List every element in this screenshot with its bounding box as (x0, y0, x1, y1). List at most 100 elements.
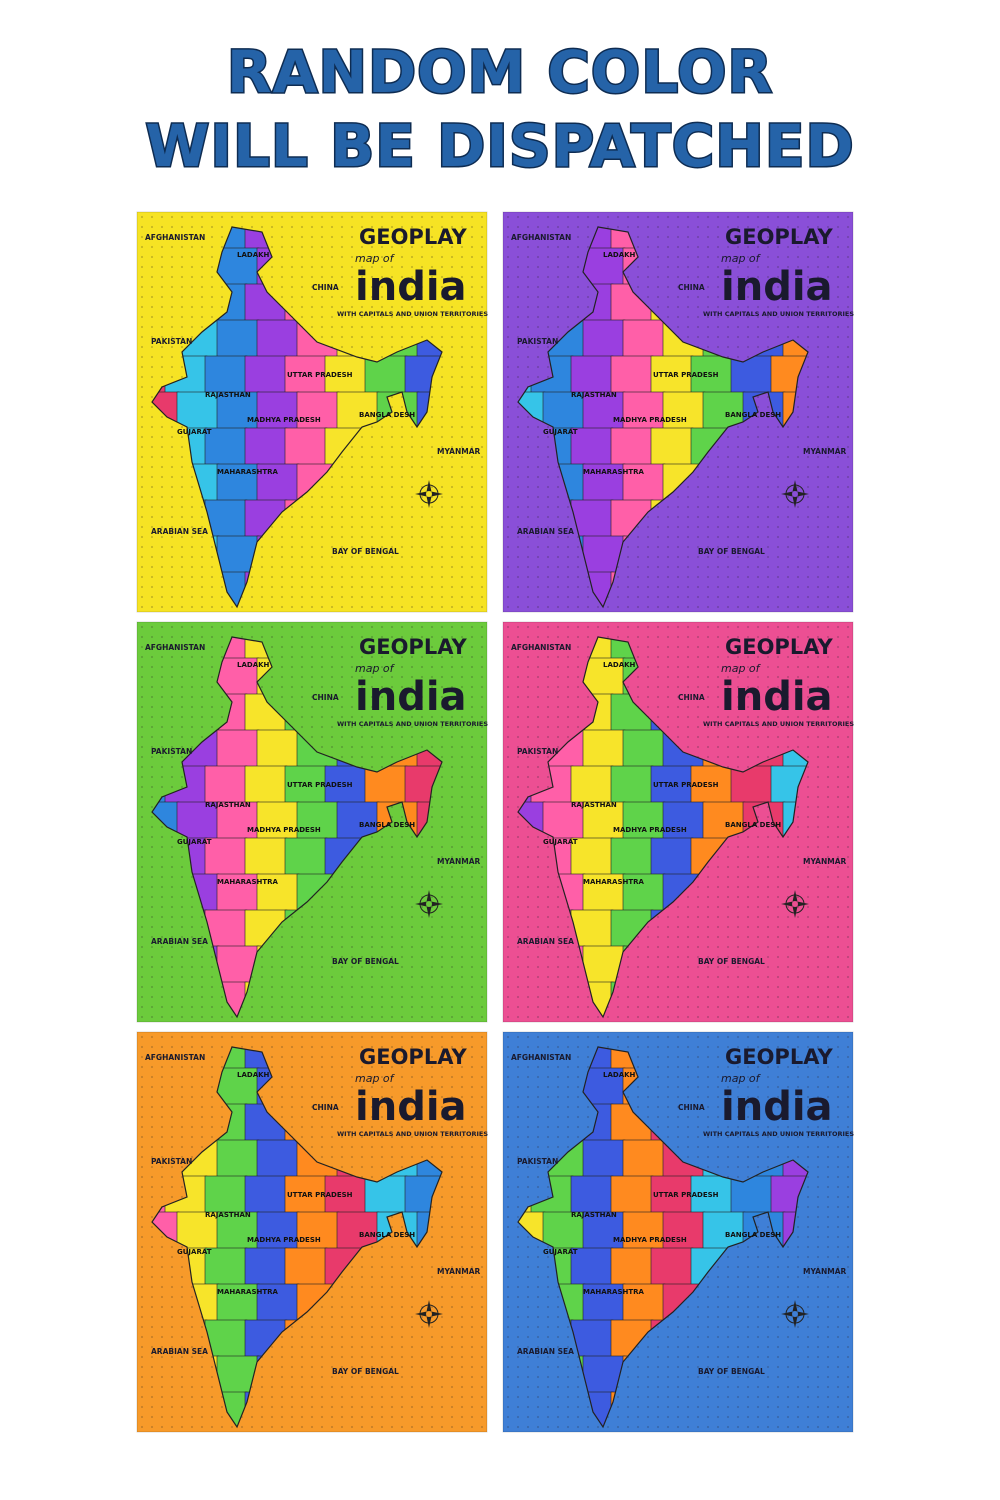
state-piece (650, 1247, 694, 1287)
state-label: MADHYA PRADESH (247, 1236, 321, 1244)
state-label: GUJARAT (177, 1248, 212, 1256)
state-piece (610, 355, 654, 395)
map-subtitle: map of (355, 1072, 396, 1085)
state-label: MAHARASHTRA (583, 468, 645, 476)
state-label: MAHARASHTRA (217, 878, 279, 886)
state-piece (204, 765, 248, 805)
state-piece (256, 801, 300, 841)
state-label: BANGLA DESH (359, 411, 415, 419)
state-piece (256, 1211, 300, 1251)
map-label: ARABIAN SEA (151, 937, 208, 946)
state-piece (610, 765, 654, 805)
state-piece (284, 427, 328, 467)
state-piece (457, 1428, 499, 1466)
state-piece (542, 1211, 586, 1251)
state-piece (610, 1175, 654, 1215)
map-label: ARABIAN SEA (517, 1347, 574, 1356)
state-piece (337, 1428, 379, 1466)
map-label: BAY OF BENGAL (698, 957, 765, 966)
state-piece (582, 1283, 626, 1323)
map-label: MYANMAR (437, 447, 481, 456)
state-piece (582, 1211, 626, 1251)
brand: GEOPLAY (359, 635, 467, 659)
tagline: WITH CAPITALS AND UNION TERRITORIES (703, 310, 854, 318)
state-piece (364, 355, 408, 395)
state-piece (730, 355, 774, 395)
brand: GEOPLAY (359, 1045, 467, 1069)
map-subtitle: map of (721, 252, 762, 265)
map-label: ARABIAN SEA (517, 527, 574, 536)
map-label: PAKISTAN (517, 747, 558, 756)
state-piece (216, 463, 260, 503)
state-piece (216, 729, 260, 769)
map-label: MYANMAR (803, 447, 847, 456)
state-label: MAHARASHTRA (217, 468, 279, 476)
state-piece (204, 427, 248, 467)
state-label: MADHYA PRADESH (247, 826, 321, 834)
state-piece (743, 1428, 785, 1466)
state-piece (582, 801, 626, 841)
map-subtitle: map of (355, 662, 396, 675)
state-piece (690, 765, 734, 805)
state-piece (582, 1067, 626, 1107)
state-label: MADHYA PRADESH (247, 416, 321, 424)
state-piece (503, 1428, 545, 1466)
tagline: WITH CAPITALS AND UNION TERRITORIES (703, 1130, 854, 1138)
state-label: BANGLA DESH (725, 1231, 781, 1239)
state-piece (543, 1428, 585, 1466)
state-piece (650, 427, 694, 467)
map-label: BAY OF BENGAL (698, 547, 765, 556)
map-label: ARABIAN SEA (151, 1347, 208, 1356)
state-piece (216, 1139, 260, 1179)
compass (415, 890, 443, 918)
brand: GEOPLAY (359, 225, 467, 249)
map-label: CHINA (312, 283, 339, 292)
state-piece (244, 355, 288, 395)
map-label: CHINA (678, 283, 705, 292)
state-piece (650, 765, 694, 805)
map-name: india (721, 1084, 833, 1130)
state-label: BANGLA DESH (725, 821, 781, 829)
state-label: UTTAR PRADESH (653, 1191, 719, 1199)
state-piece (256, 729, 300, 769)
map-label: PAKISTAN (151, 747, 192, 756)
state-label: UTTAR PRADESH (653, 781, 719, 789)
map-label: MYANMAR (437, 857, 481, 866)
state-label: UTTAR PRADESH (653, 371, 719, 379)
compass (415, 480, 443, 508)
state-piece (663, 1428, 705, 1466)
map-label: ARABIAN SEA (151, 527, 208, 536)
state-piece (216, 391, 260, 431)
state-label: BANGLA DESH (725, 411, 781, 419)
state-piece (650, 355, 694, 395)
state-label: MADHYA PRADESH (613, 416, 687, 424)
state-piece (690, 355, 734, 395)
state-piece (583, 1428, 625, 1466)
state-piece (216, 873, 260, 913)
state-piece (297, 1428, 339, 1466)
state-piece (324, 1175, 368, 1215)
state-piece (284, 1247, 328, 1287)
state-piece (256, 391, 300, 431)
state-piece (610, 837, 654, 877)
state-piece (324, 355, 368, 395)
state-piece (244, 837, 288, 877)
map-label: BAY OF BENGAL (332, 957, 399, 966)
state-piece (622, 729, 666, 769)
state-piece (622, 463, 666, 503)
state-piece (622, 391, 666, 431)
state-piece (296, 1211, 340, 1251)
map-label: CHINA (678, 1103, 705, 1112)
state-label: GUJARAT (543, 428, 578, 436)
state-piece (582, 319, 626, 359)
brand: GEOPLAY (725, 635, 833, 659)
map-label: MYANMAR (803, 1267, 847, 1276)
map-label: AFGHANISTAN (511, 1053, 571, 1062)
state-piece (377, 1428, 419, 1466)
state-piece (662, 1211, 706, 1251)
title-line: RANDOM COLOR (227, 38, 773, 106)
